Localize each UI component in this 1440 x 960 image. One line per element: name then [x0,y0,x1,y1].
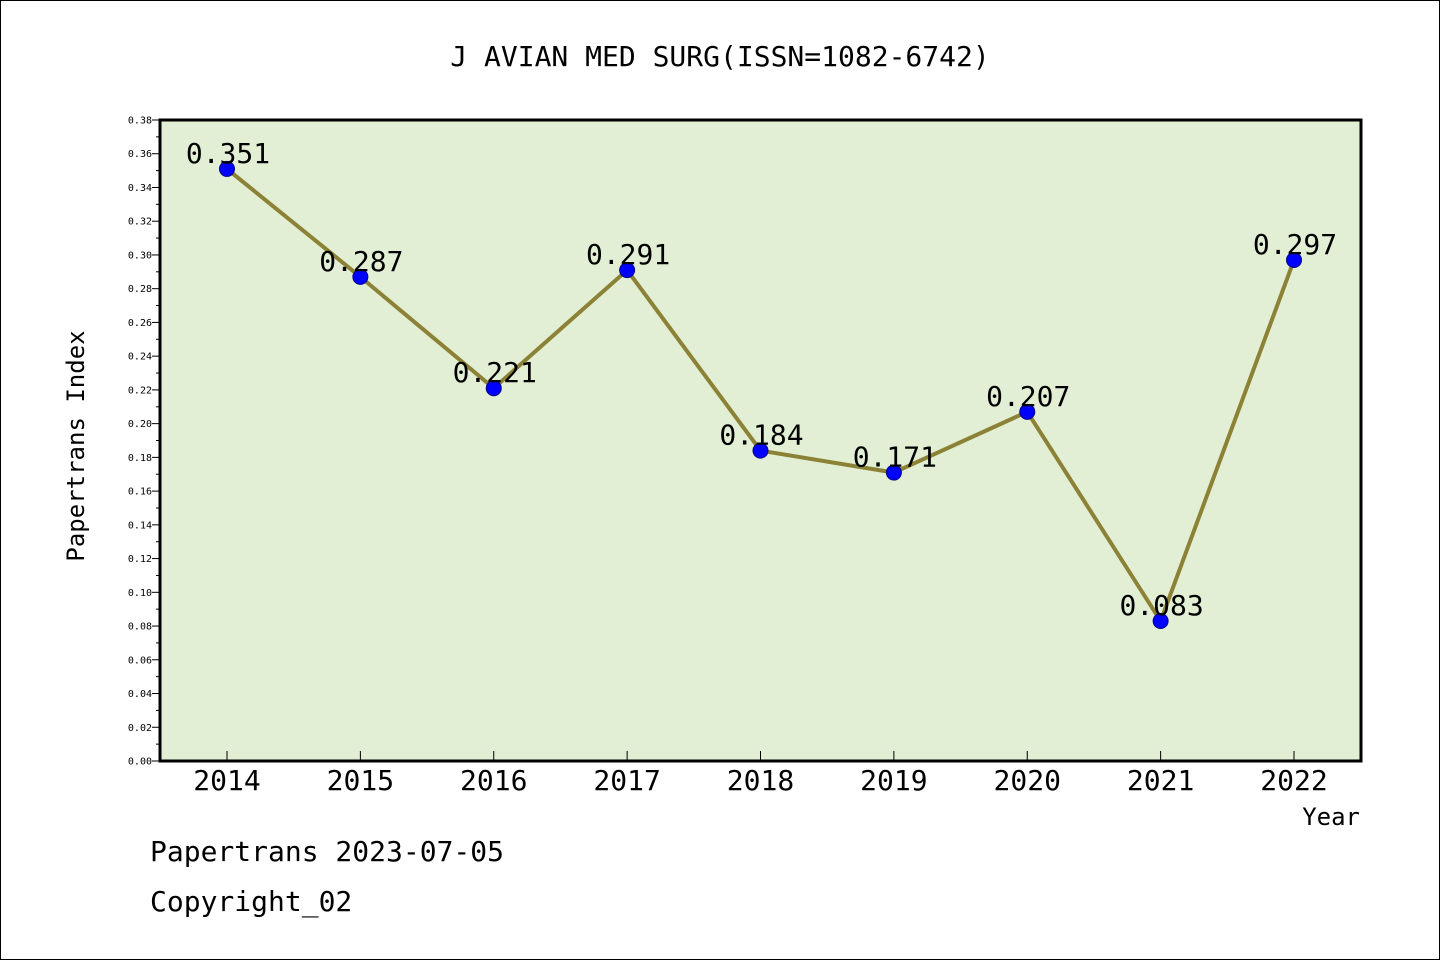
data-label: 0.221 [453,356,537,389]
data-label: 0.171 [853,441,937,474]
data-point [1286,252,1302,269]
x-tick-label: 2021 [1127,764,1194,797]
footer-date-line: Papertrans 2023-07-05 [150,835,505,868]
data-label: 0.291 [586,238,670,271]
data-point [752,442,769,459]
y-tick-label: 0.28 [128,284,152,295]
y-tick-label: 0.22 [128,385,152,396]
x-tick-label: 2022 [1260,764,1327,797]
data-point [352,268,369,285]
data-point [485,380,502,397]
y-tick-label: 0.02 [128,723,152,734]
y-tick-label: 0.20 [128,419,152,430]
data-label: 0.207 [986,380,1070,413]
data-point [219,160,235,177]
x-tick-label: 2014 [193,764,260,797]
y-tick-label: 0.38 [128,116,152,127]
data-label: 0.083 [1119,589,1203,622]
footer-copyright-line: Copyright_02 [150,885,353,918]
plot-area [158,118,1363,763]
y-tick-label: 0.04 [128,689,152,700]
x-tick-label: 2016 [460,764,527,797]
y-tick-label: 0.10 [128,588,152,599]
data-label: 0.184 [719,419,803,452]
data-point [1152,612,1169,629]
data-point [1019,403,1036,420]
y-tick-label: 0.24 [128,352,152,363]
data-label: 0.297 [1253,228,1337,261]
data-point [619,262,636,279]
data-labels: 0.351 0.287 0.221 0.291 0.184 0.171 0.207 0.083… [186,137,1337,622]
y-tick-label: 0.36 [128,149,152,160]
y-tick-label: 0.32 [128,217,152,228]
data-label: 0.351 [186,137,270,170]
y-tick-label: 0.12 [128,554,152,565]
data-point [885,464,902,481]
series-markers [219,160,1302,629]
x-tick-label: 2020 [994,764,1061,797]
y-tick-label: 0.00 [128,757,152,768]
y-tick-label: 0.16 [128,487,152,498]
x-tick-label: 2019 [860,764,927,797]
x-axis-label: Year [1302,803,1360,831]
x-tick-label: 2017 [593,764,660,797]
y-tick-label: 0.06 [128,655,152,666]
y-tick-label: 0.26 [128,318,152,329]
x-tick-label: 2018 [727,764,794,797]
y-axis-label: Papertrans Index [62,330,90,561]
x-axis: 2014 2015 2016 2017 2018 2019 2020 2021 2022 [193,751,1328,797]
data-label: 0.287 [319,245,403,278]
y-tick-label: 0.14 [128,520,152,531]
y-axis: 0.00 0.02 0.04 0.06 0.08 0.10 0.12 0.14 0.16 0.18… [128,116,160,768]
y-tick-label: 0.34 [128,183,152,194]
chart-title: J AVIAN MED SURG(ISSN=1082-6742) [450,40,989,73]
y-tick-label: 0.18 [128,453,152,464]
x-tick-label: 2015 [327,764,394,797]
y-tick-label: 0.30 [128,250,152,261]
y-tick-label: 0.08 [128,622,152,633]
